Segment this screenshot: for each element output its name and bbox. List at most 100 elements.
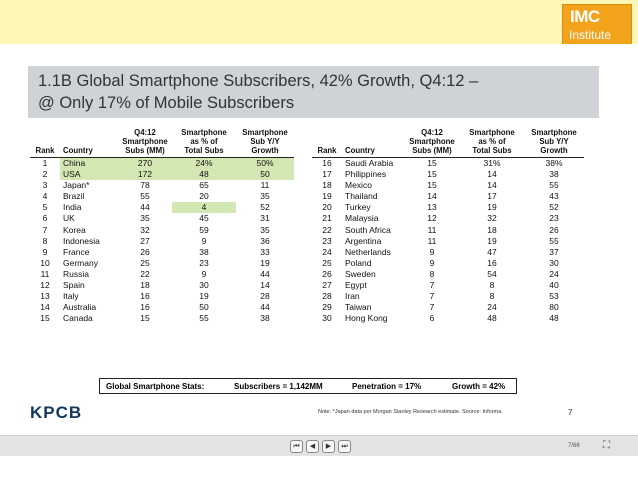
country-cell: Australia (63, 302, 97, 313)
growth-cell: 44 (260, 268, 270, 279)
growth-cell: 53 (549, 291, 559, 302)
rank-cell: 25 (322, 257, 332, 268)
growth-cell: 31 (260, 213, 270, 224)
country-cell: Korea (63, 224, 86, 235)
rank-cell: 10 (40, 257, 50, 268)
rank-cell: 18 (322, 180, 332, 191)
header-pct-l3: Total Subs (472, 146, 512, 155)
growth-cell: 36 (260, 235, 270, 246)
rank-cell: 13 (40, 291, 50, 302)
country-cell: Thailand (345, 191, 378, 202)
header-pct: Smartphone as % of Total Subs (172, 128, 236, 158)
pct-cell: 48 (172, 169, 236, 181)
pct-cell: 16 (487, 257, 497, 268)
country-cell: Canada (63, 313, 93, 324)
country-cell: Malaysia (345, 213, 379, 224)
growth-cell: 14 (260, 279, 270, 290)
table-row: 2 USA 172 48 50 (30, 169, 294, 181)
table-row: 28 Iran 7 8 53 (312, 291, 584, 302)
table-row: 29 Taiwan 7 24 80 (312, 302, 584, 313)
country-cell: Philippines (345, 169, 387, 180)
logo-text-imc: IMC (570, 7, 600, 26)
subs-cell: 172 (118, 169, 172, 181)
subs-cell: 14 (427, 191, 437, 202)
table-row: 5 India 44 4 52 (30, 202, 294, 214)
pct-cell: 30 (199, 279, 209, 290)
country-cell: Turkey (345, 202, 371, 213)
rank-cell: 17 (322, 169, 332, 180)
last-slide-button[interactable]: ⏭ (338, 440, 351, 453)
country-cell: Argentina (345, 235, 382, 246)
subs-cell: 7 (429, 279, 435, 290)
slide-title-bar: 1.1B Global Smartphone Subscribers, 42% … (28, 66, 599, 118)
rank-cell: 2 (42, 169, 48, 180)
previous-slide-button[interactable]: ◀ (306, 440, 319, 453)
growth-cell: 35 (260, 224, 270, 235)
rank-cell: 27 (322, 279, 332, 290)
growth-cell: 19 (260, 257, 270, 268)
table-row: 3 Japan* 78 65 11 (30, 180, 294, 191)
growth-cell: 52 (260, 202, 270, 213)
pct-cell: 4 (172, 202, 236, 214)
rank-cell: 1 (42, 158, 48, 168)
rank-cell: 21 (322, 213, 332, 224)
pct-cell: 8 (489, 291, 495, 302)
header-pct-l1: Smartphone (181, 128, 227, 137)
table-row: 1 China 270 24% 50% (30, 157, 294, 169)
pct-cell: 18 (487, 224, 497, 235)
growth-cell: 37 (549, 246, 559, 257)
next-icon: ▶ (325, 442, 332, 450)
subs-cell: 32 (140, 224, 150, 235)
next-slide-button[interactable]: ▶ (322, 440, 335, 453)
pct-cell: 55 (199, 313, 209, 324)
subs-cell: 16 (140, 291, 150, 302)
stats-subscribers: Subscribers = 1,142MM (234, 382, 323, 391)
pct-cell: 50 (199, 302, 209, 313)
rank-cell: 28 (322, 291, 332, 302)
country-cell: Mexico (345, 180, 372, 191)
header-subs-l1: Q4:12 (134, 128, 156, 137)
imc-institute-logo[interactable]: IMC Institute (562, 4, 632, 48)
first-slide-button[interactable]: ⏮ (290, 440, 303, 453)
slide-content: 1.1B Global Smartphone Subscribers, 42% … (0, 44, 638, 435)
table-row: 11 Russia 22 9 44 (30, 269, 294, 280)
subs-cell: 22 (140, 268, 150, 279)
rank-table-right-body: 16 Saudi Arabia 15 31% 38% 17 Philippines 15 14 3… (312, 158, 584, 325)
pct-cell: 48 (487, 313, 497, 324)
subs-cell: 18 (140, 279, 150, 290)
table-row: 21 Malaysia 12 32 23 (312, 213, 584, 224)
table-row: 4 Brazil 55 20 35 (30, 191, 294, 202)
pct-cell: 19 (487, 202, 497, 213)
subs-cell: 6 (429, 313, 435, 324)
logo-text-institute: Institute (569, 28, 612, 42)
subs-cell: 15 (427, 180, 437, 191)
subs-cell: 15 (427, 169, 437, 180)
growth-cell: 38 (260, 313, 270, 324)
header-pct-l2: as % of (478, 137, 506, 146)
subs-cell: 27 (140, 235, 150, 246)
rank-cell: 14 (40, 302, 50, 313)
pct-cell: 24% (172, 157, 236, 169)
country-cell: UK (63, 213, 75, 224)
header-pct: Smartphone as % of Total Subs (460, 128, 524, 158)
country-cell: Sweden (345, 268, 376, 279)
header-country: Country (60, 128, 118, 158)
rank-cell: 3 (42, 180, 48, 191)
table-row: 18 Mexico 15 14 55 (312, 180, 584, 191)
fullscreen-button[interactable]: ⛶ (603, 440, 615, 452)
table-row: 25 Poland 9 16 30 (312, 258, 584, 269)
pct-cell: 65 (199, 180, 209, 191)
page-background (0, 456, 638, 479)
table-row: 13 Italy 16 19 28 (30, 291, 294, 302)
rank-cell: 24 (322, 246, 332, 257)
pct-cell: 17 (487, 191, 497, 202)
previous-icon: ◀ (309, 442, 316, 450)
rank-cell: 29 (322, 302, 332, 313)
subs-cell: 7 (429, 291, 435, 302)
rank-table-right: Rank Country Q4:12 Smartphone Subs (MM) … (312, 128, 584, 324)
slide-title-line1: 1.1B Global Smartphone Subscribers, 42% … (38, 72, 479, 90)
stats-penetration: Penetration = 17% (352, 382, 422, 391)
subs-cell: 16 (140, 302, 150, 313)
country-cell: South Africa (345, 224, 391, 235)
